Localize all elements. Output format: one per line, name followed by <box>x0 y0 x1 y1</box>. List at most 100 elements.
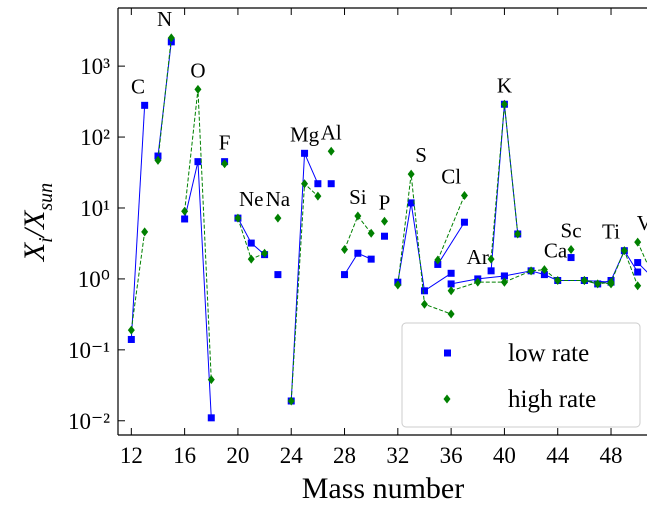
marker <box>367 255 375 263</box>
marker <box>327 180 335 188</box>
marker <box>127 335 135 343</box>
y-tick-label: 10³ <box>80 54 110 79</box>
marker <box>487 267 495 275</box>
marker <box>567 244 575 254</box>
marker <box>314 191 322 201</box>
marker <box>447 269 455 277</box>
series-line <box>450 281 505 292</box>
marker <box>527 266 535 276</box>
element-label: O <box>190 58 205 82</box>
marker <box>420 299 428 309</box>
series-line <box>344 215 372 250</box>
element-label: Ar <box>467 245 489 269</box>
marker <box>274 271 282 279</box>
marker <box>247 254 255 264</box>
marker <box>447 309 455 319</box>
y-label-part: i <box>35 237 57 243</box>
legend-marker <box>443 394 451 404</box>
marker <box>634 268 642 276</box>
series-line <box>130 231 146 331</box>
marker <box>141 101 149 109</box>
x-tick-label: 12 <box>120 443 143 468</box>
marker <box>500 272 508 280</box>
marker <box>474 277 482 287</box>
marker <box>287 396 295 406</box>
marker <box>207 375 215 385</box>
element-label: Sc <box>561 218 582 242</box>
marker <box>141 227 149 237</box>
element-label: Si <box>349 185 367 209</box>
marker <box>607 277 615 287</box>
marker <box>514 229 522 239</box>
x-tick-label: 24 <box>280 443 304 468</box>
marker <box>500 277 508 287</box>
marker <box>634 237 642 247</box>
legend: low rate high rate <box>401 322 641 428</box>
y-label-part: /X <box>18 209 51 239</box>
element-label: Ne <box>239 187 264 211</box>
x-tick-label: 40 <box>493 443 516 468</box>
marker <box>500 99 508 109</box>
element-label: N <box>157 7 172 31</box>
element-label: V <box>637 211 647 235</box>
element-label: Al <box>321 120 342 144</box>
marker <box>634 259 642 267</box>
marker <box>460 190 468 200</box>
element-label: Mg <box>290 122 320 146</box>
series-line <box>130 105 146 340</box>
marker <box>181 215 189 223</box>
series-line <box>437 221 465 265</box>
series-line <box>157 37 172 161</box>
marker <box>167 33 175 43</box>
legend-frame <box>401 322 641 428</box>
legend-label: low rate <box>508 340 589 367</box>
y-label-part: X <box>18 241 51 262</box>
marker <box>460 218 468 226</box>
marker <box>434 255 442 265</box>
series-line <box>237 217 265 260</box>
legend-label: high rate <box>508 386 596 413</box>
marker <box>301 149 309 157</box>
marker <box>181 206 189 216</box>
marker <box>567 254 575 262</box>
marker <box>540 271 548 279</box>
y-tick-label: 10⁻¹ <box>68 338 110 363</box>
marker <box>634 281 642 291</box>
marker <box>487 254 495 264</box>
y-label-part: sun <box>35 183 57 211</box>
marker <box>420 287 428 295</box>
marker <box>234 213 242 223</box>
y-tick-label: 10¹ <box>80 196 110 221</box>
element-label: S <box>415 143 427 167</box>
marker <box>247 239 255 247</box>
marker <box>354 249 362 257</box>
marker <box>620 246 628 256</box>
marker <box>261 248 269 258</box>
series-line <box>290 182 319 402</box>
marker <box>380 216 388 226</box>
element-label: Ca <box>544 239 568 263</box>
series-line <box>490 104 519 271</box>
series-line <box>184 161 212 418</box>
y-tick-label: 10⁰ <box>78 267 110 292</box>
marker <box>274 213 282 223</box>
marker <box>394 280 402 290</box>
x-axis-label: Mass number <box>302 472 464 504</box>
marker <box>407 199 415 207</box>
marker <box>127 325 135 335</box>
element-label: Na <box>266 187 291 211</box>
x-tick-label: 32 <box>386 443 409 468</box>
marker <box>447 280 455 288</box>
marker <box>154 155 162 165</box>
x-tick-label: 36 <box>440 443 463 468</box>
x-tick-label: 16 <box>173 443 196 468</box>
marker <box>301 179 309 189</box>
x-tick-label: 48 <box>600 443 623 468</box>
series-line <box>237 217 265 256</box>
series-line <box>504 269 612 285</box>
element-label: P <box>379 190 391 214</box>
marker <box>327 146 335 156</box>
